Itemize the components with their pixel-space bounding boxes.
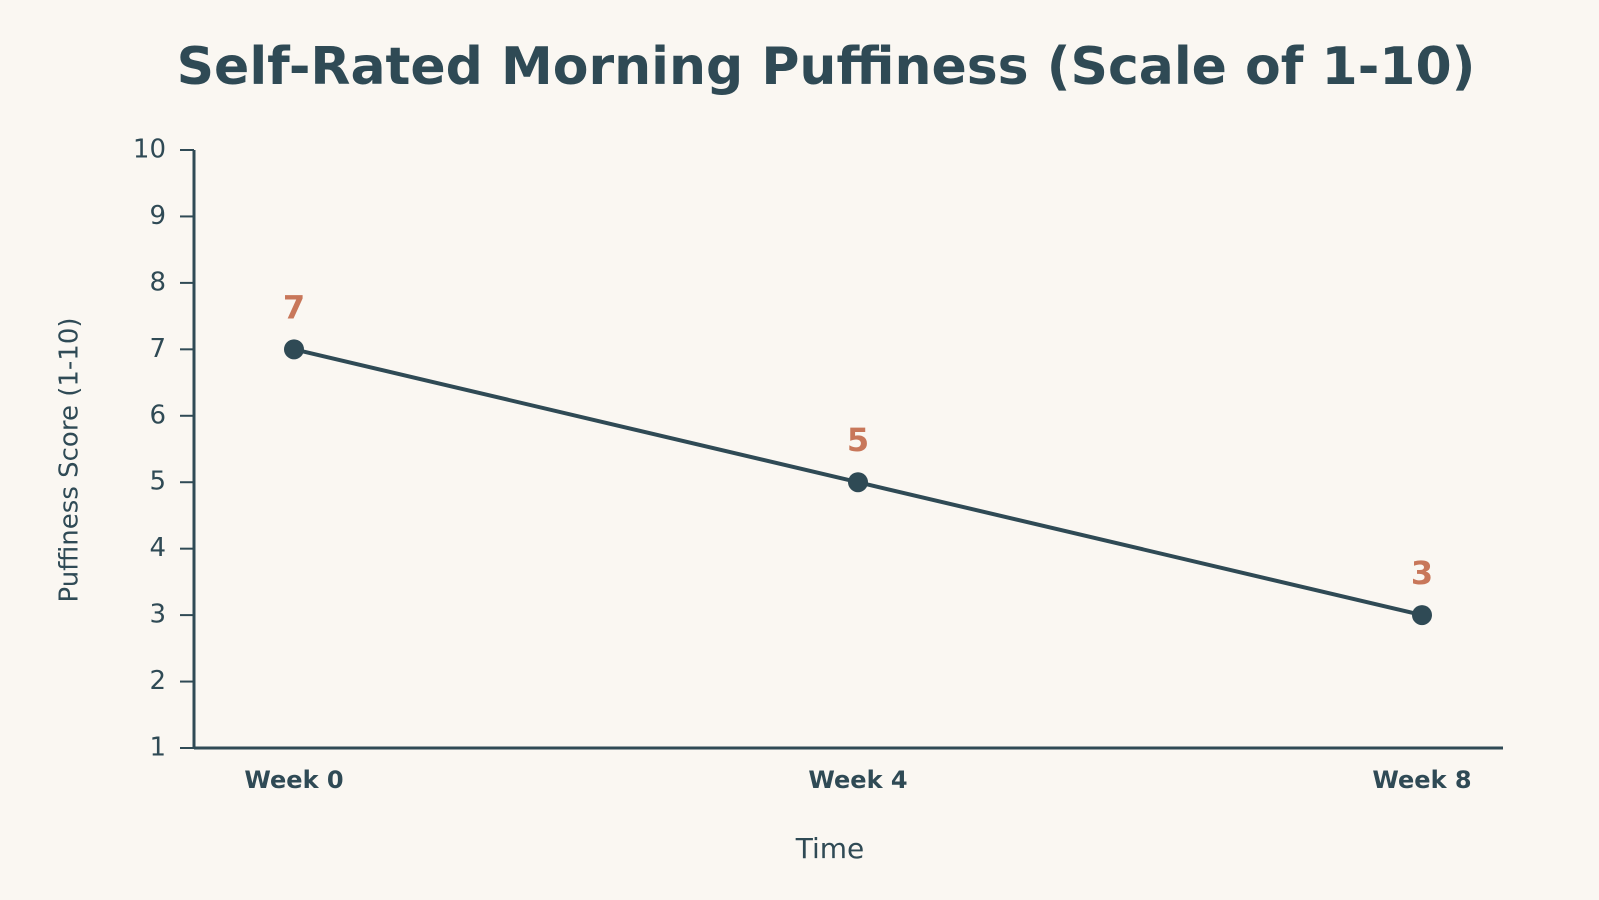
x-tick-label: Week 8 — [1372, 766, 1471, 794]
y-tick-label: 6 — [149, 400, 166, 430]
x-tick-label: Week 4 — [808, 766, 907, 794]
y-tick-label: 3 — [149, 600, 166, 630]
chart-title: Self-Rated Morning Puffiness (Scale of 1… — [177, 37, 1476, 97]
data-label: 7 — [283, 288, 305, 326]
x-tick-label: Week 0 — [244, 766, 343, 794]
y-tick-label: 8 — [149, 267, 166, 297]
x-axis-label: Time — [795, 832, 865, 865]
data-label: 5 — [847, 421, 869, 459]
data-label: 3 — [1411, 554, 1433, 592]
y-tick-label: 7 — [149, 334, 166, 364]
y-axis-label: Puffiness Score (1-10) — [55, 317, 85, 602]
y-tick-label: 2 — [149, 666, 166, 696]
y-tick-label: 1 — [149, 733, 166, 763]
y-tick-label: 9 — [149, 201, 166, 231]
point — [848, 472, 868, 493]
y-tick-label: 10 — [133, 135, 166, 165]
y-tick-label: 5 — [149, 467, 166, 497]
y-tick-label: 4 — [149, 533, 166, 563]
point — [1412, 605, 1432, 626]
point — [284, 339, 304, 360]
